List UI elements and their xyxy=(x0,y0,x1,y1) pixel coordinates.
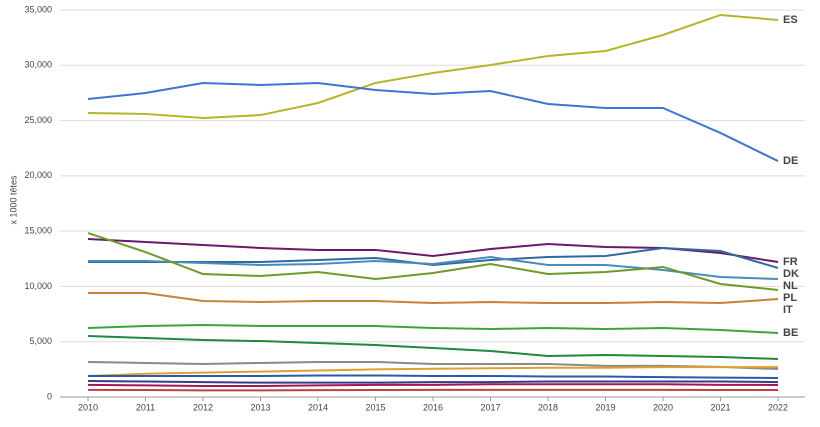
y-tick-label: 30,000 xyxy=(24,60,52,70)
series-label: BE xyxy=(783,327,798,339)
x-tick-label: 2016 xyxy=(423,402,443,412)
series-label: IT xyxy=(783,304,793,316)
series-label: FR xyxy=(783,256,798,268)
series-line xyxy=(87,237,779,263)
y-axis-label: x 1000 têtes xyxy=(8,175,18,225)
series-line xyxy=(87,81,779,162)
series-line xyxy=(87,232,779,291)
series-line xyxy=(87,366,778,377)
x-tick-label: 2020 xyxy=(653,402,673,412)
x-tick-label: 2013 xyxy=(250,402,270,412)
series-label: ES xyxy=(783,14,798,26)
x-tick-label: 2010 xyxy=(78,402,98,412)
y-tick-label: 5,000 xyxy=(29,336,52,346)
series-line xyxy=(87,360,779,371)
x-tick-label: 2011 xyxy=(136,402,155,412)
x-tick-label: 2017 xyxy=(480,402,500,412)
x-tick-label: 2022 xyxy=(768,402,788,412)
series-line xyxy=(87,334,779,360)
x-tick-label: 2019 xyxy=(595,402,615,412)
series-line xyxy=(87,379,779,384)
y-tick-label: 20,000 xyxy=(24,170,52,180)
series-line xyxy=(88,256,779,281)
y-tick-label: 35,000 xyxy=(24,4,52,14)
series-label: PL xyxy=(783,292,797,304)
x-tick-label: 2012 xyxy=(193,402,213,412)
series-line xyxy=(87,383,779,387)
series-line xyxy=(87,324,779,334)
series-label: DK xyxy=(783,268,799,280)
series-line xyxy=(88,374,779,379)
y-tick-label: 10,000 xyxy=(24,281,52,291)
series-line xyxy=(87,13,779,120)
y-tick-label: 25,000 xyxy=(24,115,52,125)
x-tick-label: 2014 xyxy=(308,402,328,412)
y-tick-label: 15,000 xyxy=(24,226,52,236)
series-label: DE xyxy=(783,155,798,167)
x-tick-label: 2021 xyxy=(710,402,730,412)
series-label: NL xyxy=(783,280,798,292)
y-tick-label: 0 xyxy=(47,391,52,401)
x-tick-label: 2018 xyxy=(538,402,558,412)
series-line xyxy=(88,291,779,305)
series-line xyxy=(87,388,778,392)
x-tick-label: 2015 xyxy=(365,402,385,412)
